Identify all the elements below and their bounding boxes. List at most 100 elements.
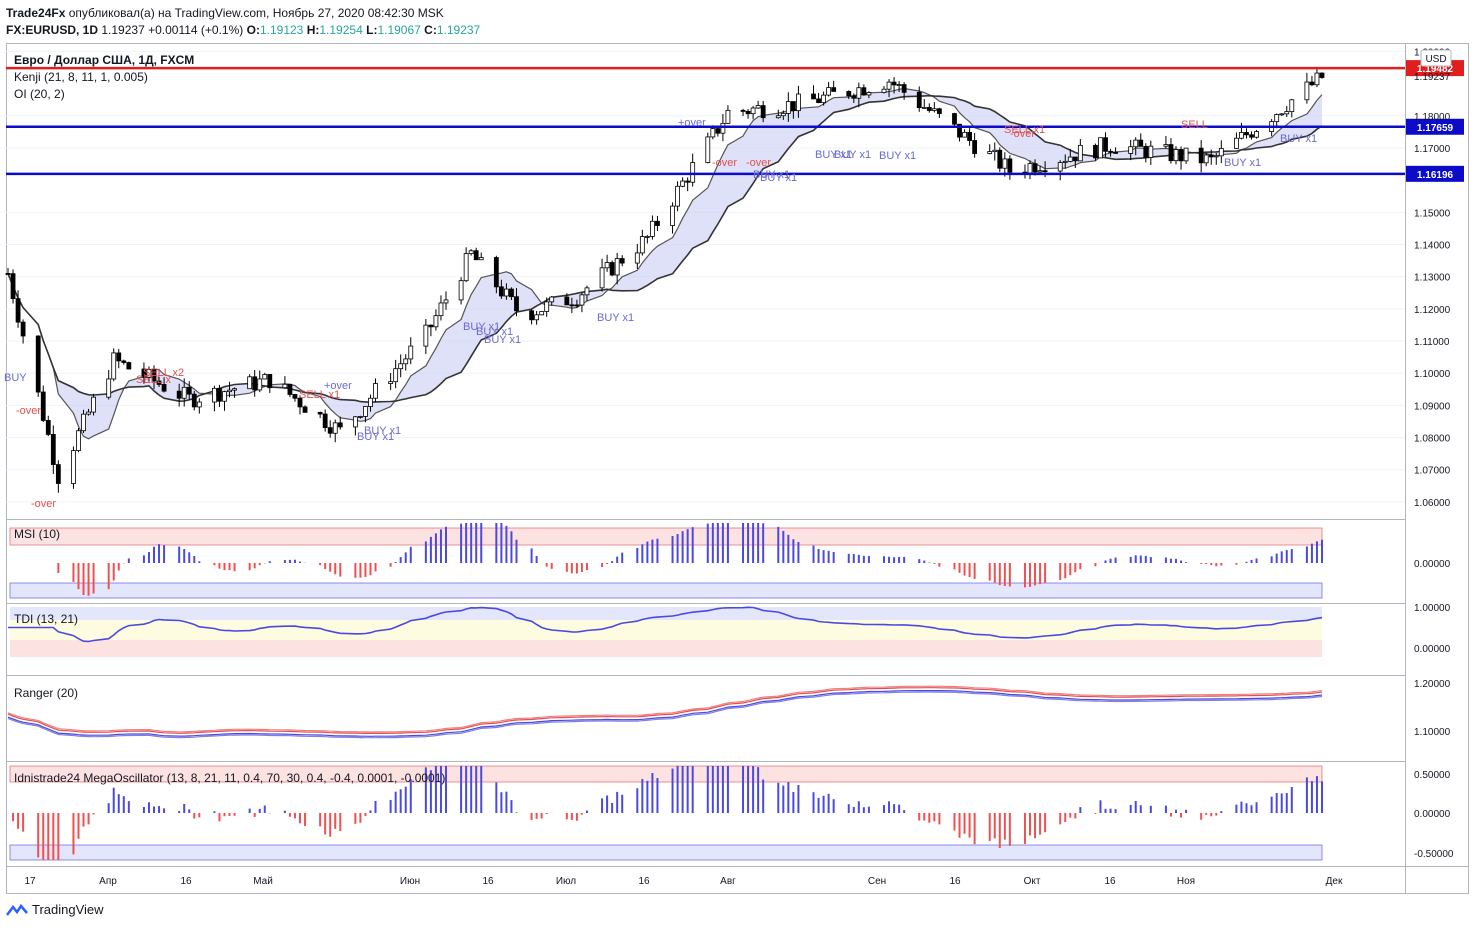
ranger-line [7, 690, 1323, 737]
ranger-pane [7, 685, 1323, 739]
ranger-tick-label: 1.10000 [1414, 727, 1451, 738]
candle-body [302, 406, 308, 413]
level-price-tag [1406, 118, 1464, 135]
candle-body [896, 84, 902, 86]
candle-body [473, 250, 479, 261]
candle-body [398, 363, 404, 370]
candle-body [1133, 139, 1139, 148]
publisher-name[interactable]: Trade24Fx [6, 6, 66, 20]
kenji-slow-line [7, 94, 1323, 404]
tdi-label[interactable]: TDI (13, 21) [14, 612, 78, 626]
ranger-label[interactable]: Ranger (20) [14, 686, 78, 700]
candle-body [514, 296, 519, 312]
price-tick-label: 1.14000 [1414, 240, 1451, 251]
candle-body [987, 151, 993, 154]
candle-body [373, 383, 378, 399]
signal-label: BUY x1 [484, 334, 521, 346]
msi-label[interactable]: MSI (10) [14, 527, 60, 541]
candle-body [1173, 149, 1179, 162]
currency-label: USD [1425, 54, 1446, 65]
candle-body [584, 287, 590, 296]
candle-body [816, 98, 821, 104]
candle-body [433, 315, 439, 328]
candle-body [116, 352, 122, 362]
time-tick-label: 16 [180, 876, 192, 887]
time-tick-label: 16 [1104, 876, 1116, 887]
candle-body [821, 94, 826, 104]
candle-body [1168, 144, 1174, 162]
mega-oscillator-label[interactable]: Idnistrade24 MegaOscillator (13, 8, 21, … [14, 771, 445, 785]
mega-tick-label: 0.00000 [1414, 809, 1451, 820]
time-tick-label: Окт [1024, 876, 1041, 887]
low-label: L: [366, 23, 378, 37]
candle-body [639, 236, 645, 254]
signal-label: BUY x1 [1280, 133, 1317, 145]
symbol-label[interactable]: FX:EURUSD, 1D [6, 23, 99, 37]
mega-lower-band [9, 844, 1323, 861]
price-change: +0.00114 (+0.1%) [148, 23, 244, 37]
candle-body [690, 162, 696, 183]
candles [5, 67, 1325, 493]
time-axis[interactable]: 17 Апр 16 Май Июн 16 Июл 16 Авг Сен 16 Окт 16 Ноя Дек [24, 876, 1343, 887]
candle-body [780, 113, 786, 117]
candle-body [957, 123, 962, 138]
candle-body [715, 128, 721, 134]
price-tick-label: 1.06000 [1414, 498, 1451, 509]
candle-body [1254, 131, 1259, 138]
currency-badge[interactable] [1420, 49, 1452, 67]
candle-body [574, 304, 580, 307]
signal-label: -over [712, 157, 737, 169]
candle-body [10, 273, 16, 300]
msi-lower-band [9, 582, 1323, 599]
candle-body [1198, 147, 1204, 164]
candle-body [796, 93, 801, 112]
msi-tick-label: 0.00000 [1414, 559, 1451, 570]
candle-body [755, 105, 761, 109]
signal-label: BUY x1 [357, 431, 394, 443]
kenji-indicator-label[interactable]: Kenji (21, 8, 11, 1, 0.005) [14, 70, 148, 84]
candle-body [161, 384, 167, 392]
kenji-fill [8, 88, 1322, 439]
oi-indicator-label[interactable]: OI (20, 2) [14, 87, 65, 101]
candle-body [393, 368, 399, 383]
candle-body [705, 136, 711, 163]
candle-body [186, 386, 192, 395]
candle-body [337, 422, 343, 428]
candle-body [1234, 137, 1239, 149]
candle-body [926, 107, 932, 111]
candle-body [111, 352, 117, 380]
main-pane-title: Евро / Доллар США, 1Д, FXCM [14, 53, 194, 67]
candle-body [368, 397, 373, 407]
high-label: H: [306, 23, 320, 37]
candle-body [1143, 145, 1149, 158]
candle-body [1057, 162, 1063, 172]
tradingview-logo[interactable]: TradingView [6, 902, 104, 917]
candle-body [1138, 139, 1144, 147]
candle-body [1093, 144, 1098, 159]
candle-body [1002, 158, 1008, 169]
tdi-upper-zone [10, 607, 1322, 620]
candle-body [760, 105, 766, 119]
time-tick-label: Ноя [1177, 876, 1195, 887]
candle-body [851, 95, 857, 99]
candle-body [363, 406, 368, 417]
candle-body [1178, 149, 1184, 162]
candle-body [670, 205, 675, 226]
candle-body [1042, 170, 1048, 173]
horizontal-levels[interactable]: 1.19482 1.17659 1.16196 [6, 60, 1464, 182]
candle-body [675, 185, 680, 207]
candle-body [15, 298, 21, 323]
candle-body [196, 401, 202, 408]
price-tick-label: 1.12000 [1414, 305, 1451, 316]
signal-label: BUY x1 [476, 326, 513, 338]
price-tick-label: 1.09000 [1414, 401, 1451, 412]
price-tick-label: 1.19237 [1414, 72, 1451, 83]
candle-body [740, 109, 746, 112]
candle-body [634, 252, 640, 264]
candle-body [720, 122, 726, 134]
candle-body [790, 101, 796, 112]
kenji-band [7, 87, 1323, 440]
candle-body [962, 131, 967, 138]
